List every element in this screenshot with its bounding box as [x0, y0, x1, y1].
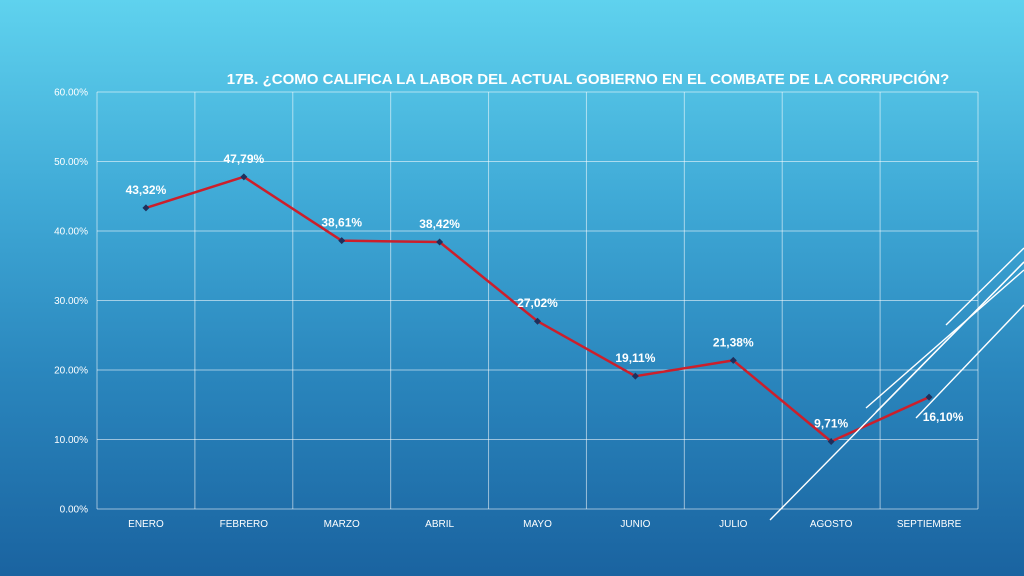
x-tick-label: JULIO [719, 519, 748, 530]
data-label: 27,02% [517, 296, 558, 310]
data-point [827, 438, 835, 446]
x-tick-label: JUNIO [620, 519, 650, 530]
chart-title: 17B. ¿COMO CALIFICA LA LABOR DEL ACTUAL … [227, 70, 950, 88]
x-tick-label: SEPTIEMBRE [897, 519, 962, 530]
data-point [436, 238, 444, 246]
decorative-line [875, 261, 1024, 413]
series-markers [142, 173, 933, 446]
data-labels: 43,32% 47,79% 38,61% 38,42% 27,02% 19,11% 21,3… [126, 152, 964, 431]
data-point [631, 372, 639, 380]
y-tick-label: 40.00% [54, 227, 88, 238]
data-label: 38,61% [321, 216, 362, 230]
data-label: 47,79% [223, 152, 264, 166]
x-tick-label: FEBRERO [220, 519, 269, 530]
data-point [240, 173, 248, 181]
y-tick-label: 60.00% [54, 88, 88, 99]
x-tick-label: AGOSTO [810, 519, 853, 530]
data-point [338, 237, 346, 245]
x-axis-ticks: ENERO FEBRERO MARZO ABRIL MAYO JUNIO JULIO AGOS… [128, 519, 961, 530]
data-label: 9,71% [814, 417, 848, 431]
y-tick-label: 10.00% [54, 435, 88, 446]
data-label: 38,42% [419, 217, 460, 231]
decorative-line [915, 304, 1024, 419]
y-tick-label: 50.00% [54, 157, 88, 168]
x-tick-label: ENERO [128, 519, 164, 530]
data-point [142, 204, 150, 212]
decorative-line [865, 269, 1024, 409]
y-tick-label: 0.00% [60, 505, 88, 516]
x-tick-label: ABRIL [425, 519, 454, 530]
data-label: 19,11% [615, 351, 655, 365]
decorative-lines [769, 247, 1024, 521]
y-tick-label: 20.00% [54, 366, 88, 377]
data-label: 43,32% [126, 183, 167, 197]
data-label: 21,38% [713, 335, 754, 349]
data-point [925, 393, 933, 401]
decorative-line [945, 247, 1024, 326]
data-point [534, 317, 541, 325]
y-tick-label: 30.00% [54, 296, 88, 307]
data-label: 16,10% [923, 410, 964, 424]
x-tick-label: MAYO [523, 519, 552, 530]
y-axis-ticks: 0.00% 10.00% 20.00% 30.00% 40.00% 50.00% 60.00… [54, 88, 88, 516]
grid [96, 91, 979, 510]
x-tick-label: MARZO [324, 519, 360, 530]
data-point [729, 356, 737, 364]
